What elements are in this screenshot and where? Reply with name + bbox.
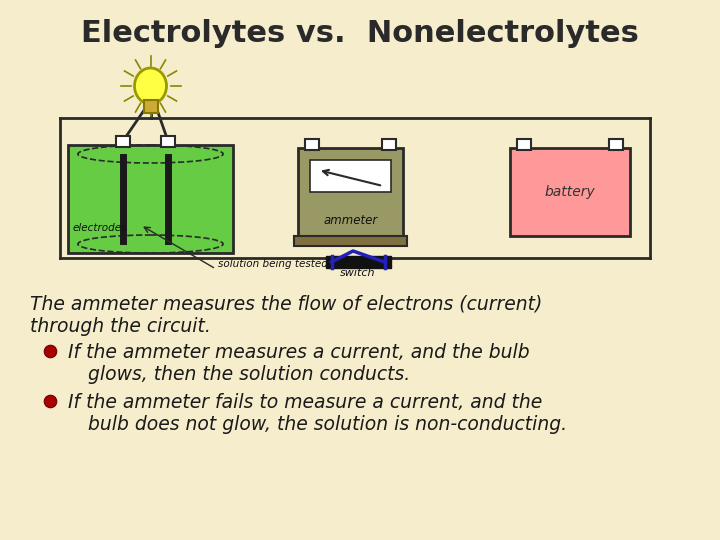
Text: Electrolytes vs.  Nonelectrolytes: Electrolytes vs. Nonelectrolytes xyxy=(81,18,639,48)
Bar xyxy=(609,139,623,150)
Bar xyxy=(68,145,233,253)
Bar xyxy=(305,139,319,150)
Bar xyxy=(143,100,158,113)
Bar xyxy=(325,256,390,268)
Bar xyxy=(382,139,396,150)
Bar xyxy=(517,139,531,150)
Text: If the ammeter fails to measure a current, and the: If the ammeter fails to measure a curren… xyxy=(68,393,542,412)
Bar xyxy=(310,160,391,192)
Text: through the circuit.: through the circuit. xyxy=(30,317,211,336)
Bar xyxy=(161,136,175,147)
Text: The ammeter measures the flow of electrons (current): The ammeter measures the flow of electro… xyxy=(30,295,542,314)
Ellipse shape xyxy=(135,68,166,104)
Text: glows, then the solution conducts.: glows, then the solution conducts. xyxy=(88,365,410,384)
Text: solution being tested: solution being tested xyxy=(218,259,328,269)
Text: bulb does not glow, the solution is non-conducting.: bulb does not glow, the solution is non-… xyxy=(88,415,567,434)
Text: battery: battery xyxy=(544,185,595,199)
Text: electrodes: electrodes xyxy=(73,223,127,233)
Text: switch: switch xyxy=(341,268,376,278)
Bar xyxy=(298,148,403,236)
Bar xyxy=(510,148,630,236)
Bar xyxy=(116,136,130,147)
Text: If the ammeter measures a current, and the bulb: If the ammeter measures a current, and t… xyxy=(68,343,530,362)
Bar xyxy=(294,236,407,246)
Text: ammeter: ammeter xyxy=(323,214,377,227)
